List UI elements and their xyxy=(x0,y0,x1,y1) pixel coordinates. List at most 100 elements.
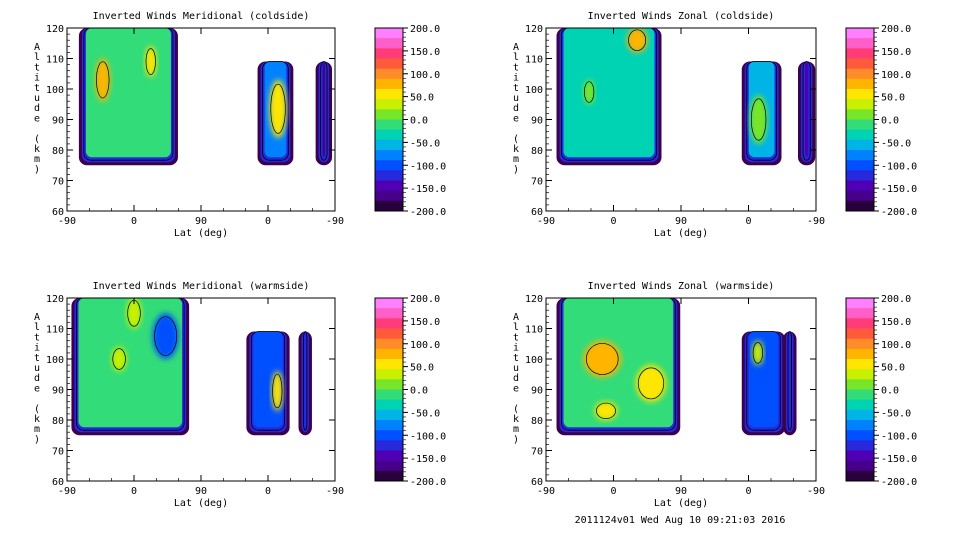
colorbar-swatch xyxy=(846,389,874,401)
colorbar-swatch xyxy=(375,28,403,39)
x-axis-label: Lat (deg) xyxy=(654,228,708,239)
colorbar-swatch xyxy=(375,460,403,472)
x-tick-label: -90 xyxy=(326,216,344,227)
y-tick-label: 120 xyxy=(525,294,543,305)
chart-panel-2: Inverted Winds Zonal (coldside) 60 70 80 90 1… xyxy=(513,11,917,239)
chart-panel-4: Inverted Winds Zonal (warmside) 60 70 80 90 1… xyxy=(513,281,917,509)
y-tick-label: 110 xyxy=(46,55,64,66)
chart-title: Inverted Winds Meridional (coldside) xyxy=(93,11,310,22)
contour-blob xyxy=(145,46,157,77)
colorbar-tick-label: 50.0 xyxy=(410,363,434,374)
x-tick-label: 90 xyxy=(675,486,687,497)
colorbar-swatch xyxy=(375,99,403,110)
colorbar-swatch xyxy=(846,109,874,120)
colorbar-tick-label: -150.0 xyxy=(410,184,446,195)
colorbar-swatch xyxy=(846,28,874,39)
x-tick-label: 90 xyxy=(675,216,687,227)
colorbar-tick-label: 100.0 xyxy=(410,340,440,351)
colorbar-swatch xyxy=(846,190,874,202)
contour-blob xyxy=(111,346,127,372)
colorbar-swatch xyxy=(846,150,874,161)
colorbar-swatch xyxy=(375,170,403,181)
colorbar-tick-label: 200.0 xyxy=(881,24,911,35)
chart-title: Inverted Winds Zonal (coldside) xyxy=(588,11,775,22)
colorbar-swatch xyxy=(846,89,874,100)
x-tick-label: 90 xyxy=(195,486,207,497)
y-tick-label: 110 xyxy=(525,325,543,336)
colorbar-tick-label: -200.0 xyxy=(881,207,917,218)
colorbar-swatch xyxy=(846,160,874,171)
colorbar-swatch xyxy=(375,399,403,411)
x-tick-label: -90 xyxy=(58,216,76,227)
y-tick-label: 100 xyxy=(525,85,543,96)
colorbar-swatch xyxy=(846,298,874,309)
colorbar-swatch xyxy=(375,420,403,431)
footer-timestamp: 2011124v01 Wed Aug 10 09:21:03 2016 xyxy=(575,515,786,526)
y-tick-label: 60 xyxy=(52,207,64,218)
colorbar-swatch xyxy=(846,68,874,80)
x-tick-label: 0 xyxy=(131,486,137,497)
colorbar-swatch xyxy=(375,359,403,370)
contour-line xyxy=(561,298,676,431)
colorbar: 200.0 150.0 100.0 50.0 0.0 -50.0 -100.0 -150.0 -… xyxy=(845,294,917,488)
y-tick-label: 110 xyxy=(46,325,64,336)
y-tick-label: 80 xyxy=(52,416,64,427)
colorbar-swatch xyxy=(375,150,403,161)
x-tick-label: -90 xyxy=(58,486,76,497)
y-tick-label: 90 xyxy=(52,116,64,127)
colorbar-swatch xyxy=(846,420,874,431)
x-tick-label: 0 xyxy=(745,486,751,497)
x-tick-label: 0 xyxy=(745,216,751,227)
contour-band xyxy=(301,331,309,433)
y-tick-label: 120 xyxy=(46,294,64,305)
colorbar-swatch xyxy=(375,78,403,90)
colorbar-tick-label: -50.0 xyxy=(881,408,911,419)
contour-blob xyxy=(752,340,764,366)
colorbar-swatch xyxy=(375,318,403,329)
colorbar-tick-label: 0.0 xyxy=(881,116,899,127)
colorbar-tick-label: 50.0 xyxy=(881,363,905,374)
contour-line xyxy=(272,373,283,409)
colorbar-swatch xyxy=(846,460,874,472)
contour-line xyxy=(270,83,286,134)
colorbar-swatch xyxy=(375,389,403,401)
y-tick-label: 100 xyxy=(525,355,543,366)
x-tick-label: -90 xyxy=(537,486,555,497)
contour-line xyxy=(154,316,178,356)
colorbar-swatch xyxy=(846,440,874,451)
colorbar-swatch xyxy=(375,328,403,340)
contour-line xyxy=(320,61,328,161)
contour-blob xyxy=(750,95,768,144)
colorbar-tick-label: -150.0 xyxy=(410,454,446,465)
colorbar-swatch xyxy=(375,190,403,202)
contour-line xyxy=(802,61,811,161)
y-tick-label: 90 xyxy=(52,386,64,397)
colorbar-swatch xyxy=(846,139,874,151)
contour-line xyxy=(112,348,126,370)
contour-fill xyxy=(805,61,809,158)
x-tick-label: -90 xyxy=(326,486,344,497)
x-axis-label: Lat (deg) xyxy=(174,498,228,509)
colorbar-swatch xyxy=(846,129,874,141)
chart-panel-3: Inverted Winds Meridional (warmside) 60 70… xyxy=(34,281,446,509)
colorbar-swatch xyxy=(846,430,874,441)
colorbar-swatch xyxy=(846,379,874,390)
colorbar-swatch xyxy=(375,48,403,59)
colorbar-tick-label: -150.0 xyxy=(881,184,917,195)
colorbar-swatch xyxy=(846,369,874,380)
contour-line xyxy=(628,29,647,51)
colorbar-swatch xyxy=(375,470,403,482)
x-tick-label: 0 xyxy=(610,486,616,497)
colorbar-swatch xyxy=(846,308,874,319)
colorbar-swatch xyxy=(846,409,874,421)
colorbar-swatch xyxy=(375,409,403,421)
contour-line xyxy=(752,342,764,364)
x-tick-label: 0 xyxy=(610,216,616,227)
contour-blob xyxy=(269,79,287,138)
colorbar-swatch xyxy=(375,119,403,131)
colorbar-swatch xyxy=(846,359,874,370)
colorbar-swatch xyxy=(846,450,874,462)
